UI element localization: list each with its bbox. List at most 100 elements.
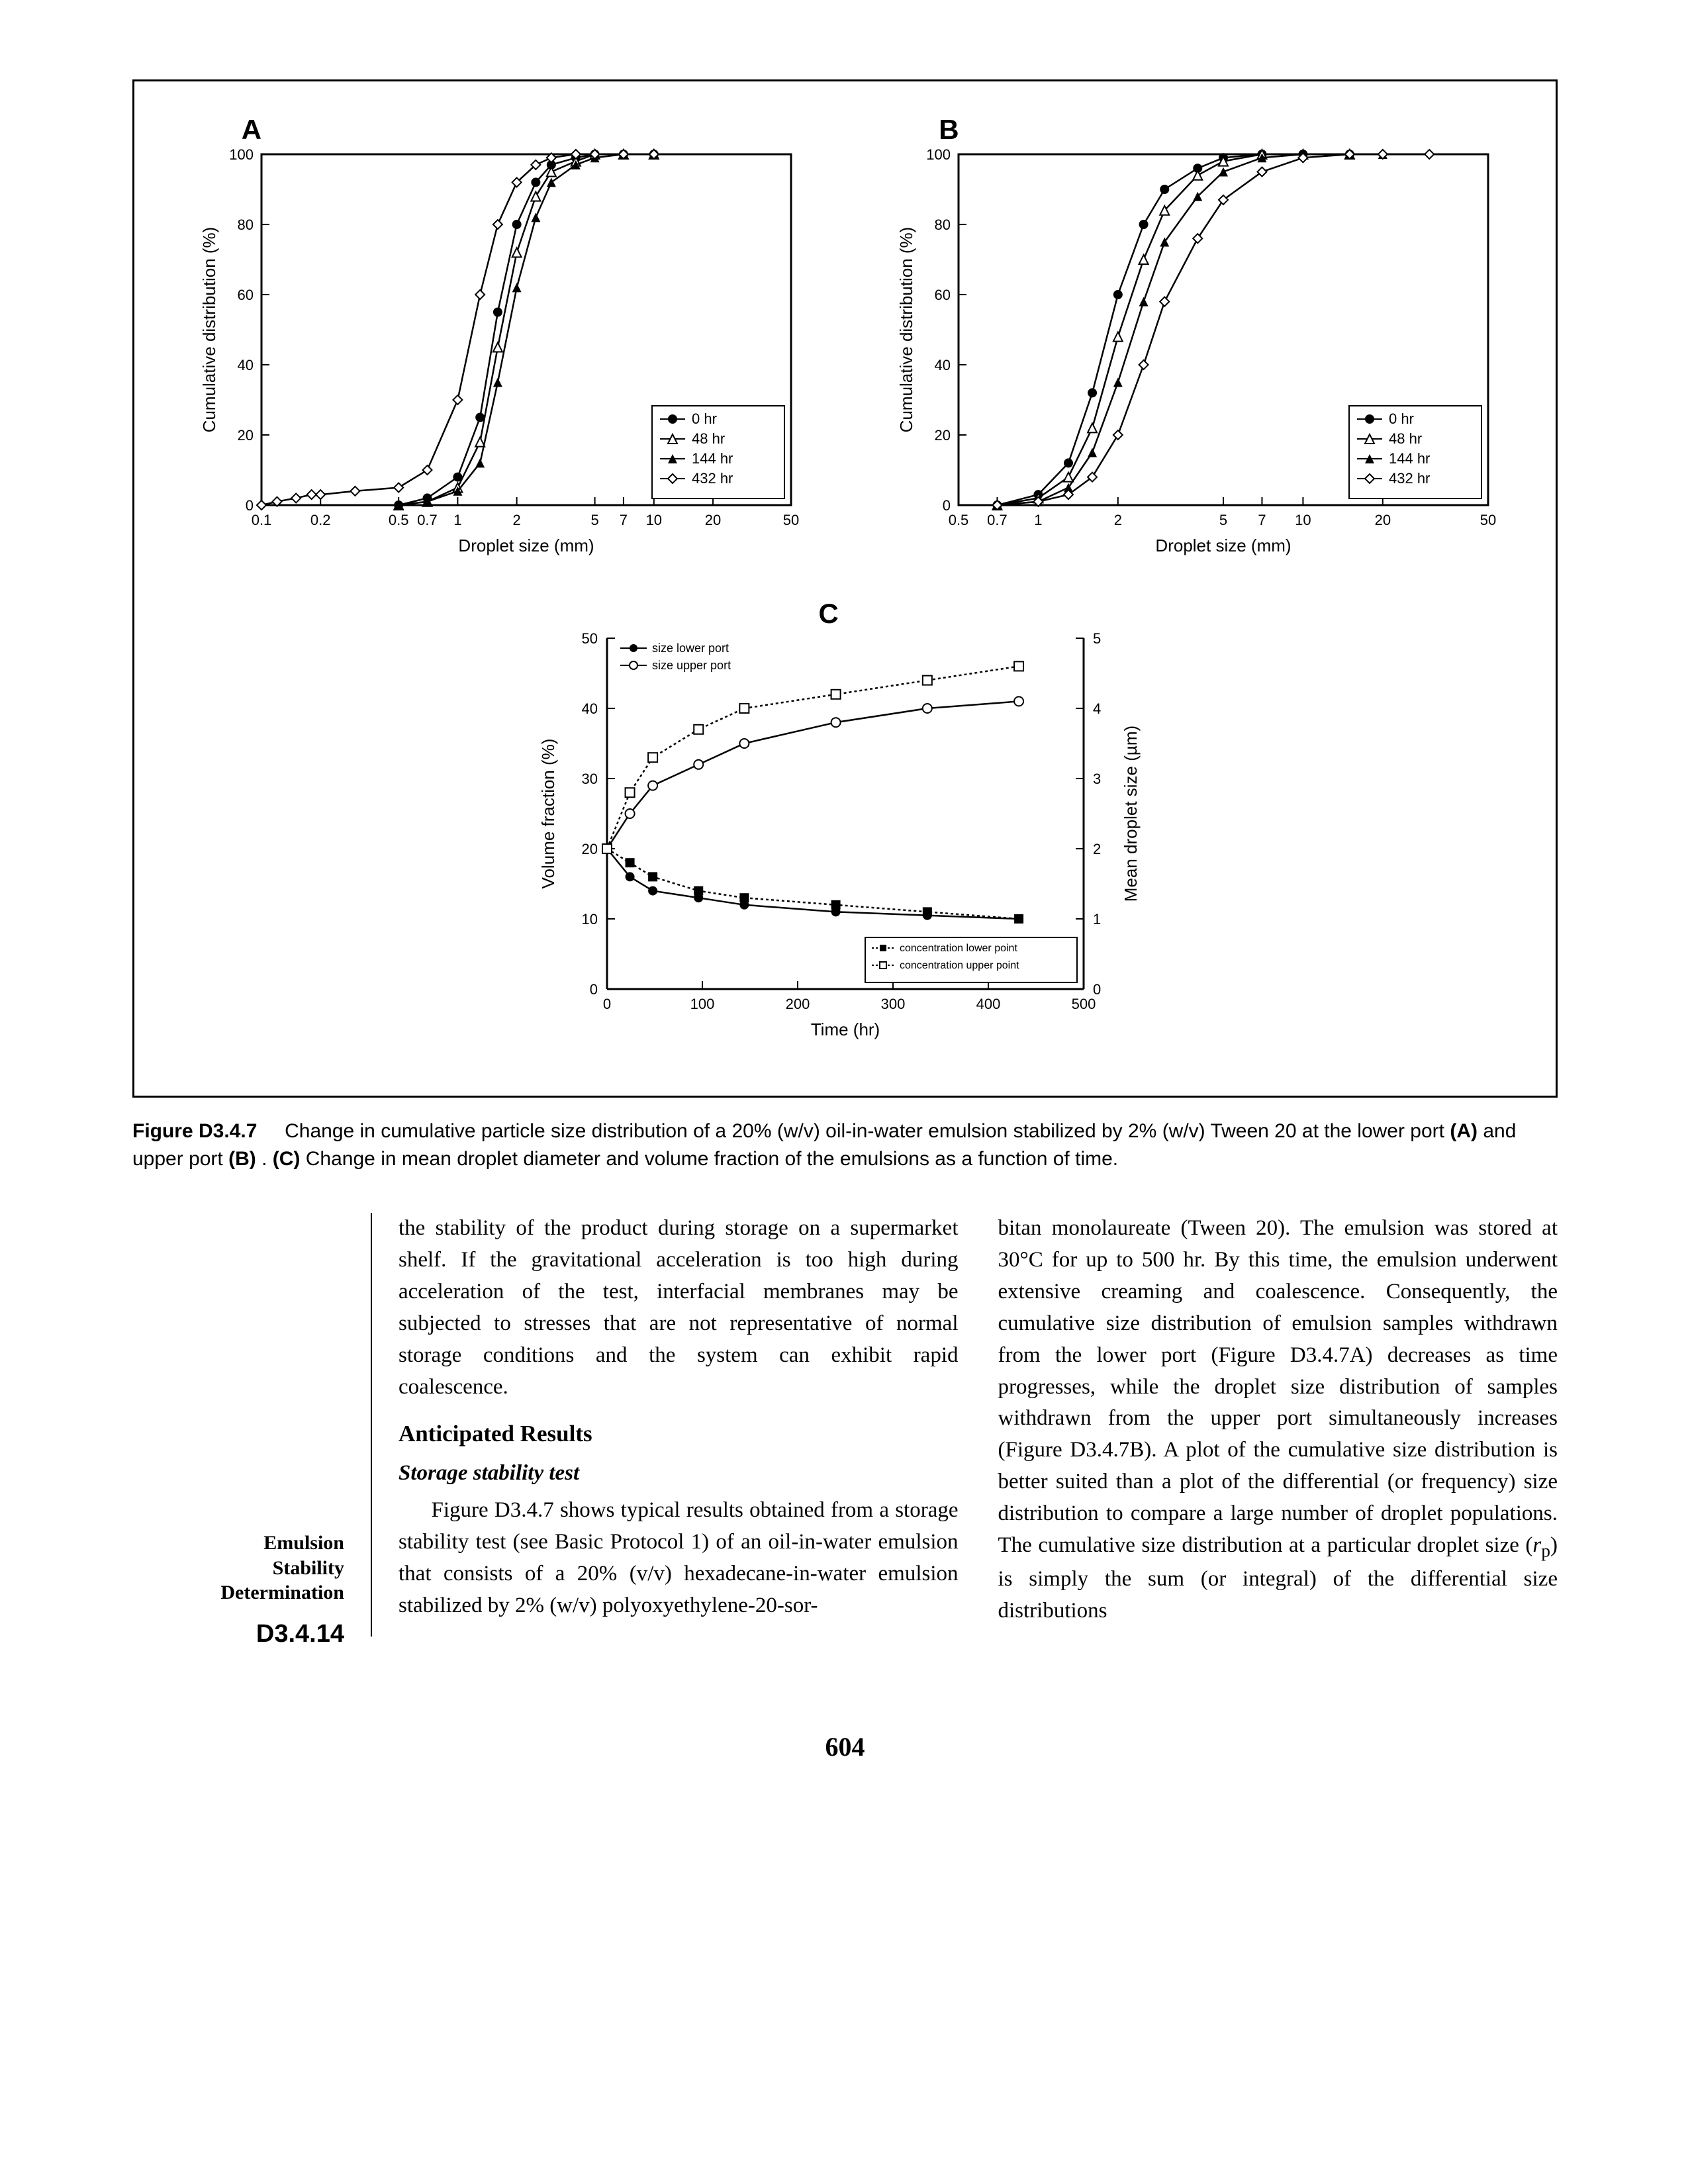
svg-text:0 hr: 0 hr <box>692 410 717 427</box>
caption-B: (B) <box>228 1148 256 1170</box>
svg-text:50: 50 <box>783 512 799 528</box>
svg-text:2: 2 <box>512 512 520 528</box>
caption-text-1: Change in cumulative particle size distr… <box>285 1120 1450 1142</box>
svg-text:0: 0 <box>589 981 597 998</box>
svg-text:0.1: 0.1 <box>251 512 271 528</box>
page-number: 604 <box>132 1729 1558 1765</box>
caption-mid2: . <box>261 1148 273 1170</box>
svg-text:5: 5 <box>1093 630 1101 647</box>
svg-text:144 hr: 144 hr <box>1389 450 1430 467</box>
body-p2: Figure D3.4.7 shows typical results obta… <box>399 1495 959 1621</box>
svg-text:0.2: 0.2 <box>310 512 331 528</box>
svg-text:0.5: 0.5 <box>389 512 409 528</box>
chart-c-svg: 010020030040050001020304050012345Volume … <box>514 598 1176 1062</box>
svg-text:432 hr: 432 hr <box>1389 470 1430 487</box>
body-columns: Emulsion Stability Determination D3.4.14… <box>132 1213 1558 1650</box>
margin-line-3: Determination <box>132 1580 344 1605</box>
svg-text:0: 0 <box>1093 981 1101 998</box>
panel-b: B 0204060801000.50.71257102050Cumulative… <box>879 115 1508 585</box>
svg-text:0.7: 0.7 <box>987 512 1008 528</box>
svg-text:Droplet size (mm): Droplet size (mm) <box>458 536 594 555</box>
figure-caption: Figure D3.4.7 Change in cumulative parti… <box>132 1117 1558 1173</box>
svg-text:0.5: 0.5 <box>949 512 969 528</box>
svg-text:Cumulative distribution (%): Cumulative distribution (%) <box>896 227 916 433</box>
svg-text:100: 100 <box>927 146 951 163</box>
svg-text:size upper port: size upper port <box>652 659 731 672</box>
caption-after-C: Change in mean droplet diameter and volu… <box>306 1148 1118 1170</box>
svg-text:7: 7 <box>620 512 628 528</box>
svg-text:144 hr: 144 hr <box>692 450 733 467</box>
svg-text:40: 40 <box>581 700 597 717</box>
svg-text:concentration lower point: concentration lower point <box>900 943 1017 954</box>
figure-bottom-row: C 010020030040050001020304050012345Volum… <box>161 598 1529 1069</box>
svg-text:40: 40 <box>935 357 951 373</box>
svg-text:Volume fraction (%): Volume fraction (%) <box>538 739 558 889</box>
svg-text:5: 5 <box>1219 512 1227 528</box>
svg-text:Droplet size (mm): Droplet size (mm) <box>1156 536 1291 555</box>
svg-text:500: 500 <box>1071 996 1096 1012</box>
svg-text:1: 1 <box>1093 911 1101 927</box>
heading-storage: Storage stability test <box>399 1458 959 1490</box>
svg-text:20: 20 <box>935 427 951 444</box>
caption-C: (C) <box>273 1148 301 1170</box>
svg-text:3: 3 <box>1093 771 1101 787</box>
svg-text:2: 2 <box>1114 512 1122 528</box>
svg-text:20: 20 <box>1375 512 1391 528</box>
chart-b-svg: 0204060801000.50.71257102050Cumulative d… <box>879 115 1508 578</box>
svg-text:5: 5 <box>590 512 598 528</box>
svg-text:200: 200 <box>785 996 810 1012</box>
svg-text:60: 60 <box>935 287 951 303</box>
svg-text:0: 0 <box>602 996 610 1012</box>
svg-text:10: 10 <box>1295 512 1311 528</box>
body-p1: the stability of the product during stor… <box>399 1213 959 1403</box>
margin-column: Emulsion Stability Determination D3.4.14 <box>132 1213 344 1650</box>
panel-a: A 0204060801000.10.20.50.71257102050Cumu… <box>182 115 811 585</box>
svg-text:20: 20 <box>237 427 253 444</box>
svg-text:400: 400 <box>976 996 1000 1012</box>
svg-text:40: 40 <box>237 357 253 373</box>
svg-text:7: 7 <box>1258 512 1266 528</box>
svg-text:432 hr: 432 hr <box>692 470 733 487</box>
svg-text:1: 1 <box>1035 512 1043 528</box>
svg-text:100: 100 <box>229 146 254 163</box>
caption-figure-label: Figure D3.4.7 <box>132 1120 257 1142</box>
svg-text:Time (hr): Time (hr) <box>810 1020 879 1039</box>
body-rp: r <box>1532 1533 1541 1557</box>
text-columns: the stability of the product during stor… <box>371 1213 1558 1636</box>
panel-b-label: B <box>939 111 959 149</box>
caption-A: (A) <box>1450 1120 1478 1142</box>
margin-page-id: D3.4.14 <box>132 1619 344 1650</box>
panel-c-label: C <box>819 595 839 633</box>
svg-text:20: 20 <box>705 512 721 528</box>
svg-text:50: 50 <box>1480 512 1496 528</box>
figure-frame: A 0204060801000.10.20.50.71257102050Cumu… <box>132 79 1558 1098</box>
svg-text:4: 4 <box>1093 700 1101 717</box>
svg-text:concentration upper point: concentration upper point <box>900 960 1019 971</box>
svg-text:20: 20 <box>581 841 597 857</box>
svg-text:100: 100 <box>690 996 714 1012</box>
heading-anticipated: Anticipated Results <box>399 1417 959 1451</box>
svg-text:2: 2 <box>1093 841 1101 857</box>
margin-line-1: Emulsion <box>132 1531 344 1556</box>
svg-text:50: 50 <box>581 630 597 647</box>
svg-text:0 hr: 0 hr <box>1389 410 1414 427</box>
body-p3: bitan monolaureate (Tween 20). The emuls… <box>998 1213 1558 1627</box>
body-p3a: bitan monolaureate (Tween 20). The emuls… <box>998 1216 1558 1556</box>
svg-text:Cumulative distribution (%): Cumulative distribution (%) <box>199 227 219 433</box>
svg-text:300: 300 <box>880 996 905 1012</box>
svg-text:1: 1 <box>453 512 461 528</box>
svg-text:10: 10 <box>581 911 597 927</box>
chart-a-svg: 0204060801000.10.20.50.71257102050Cumula… <box>182 115 811 578</box>
margin-line-2: Stability <box>132 1556 344 1581</box>
body-rp-sub: p <box>1541 1540 1550 1560</box>
panel-c: C 010020030040050001020304050012345Volum… <box>514 598 1176 1069</box>
svg-text:0.7: 0.7 <box>417 512 438 528</box>
svg-text:60: 60 <box>237 287 253 303</box>
figure-top-row: A 0204060801000.10.20.50.71257102050Cumu… <box>161 115 1529 585</box>
svg-text:Mean droplet size (µm): Mean droplet size (µm) <box>1121 726 1141 902</box>
svg-text:48 hr: 48 hr <box>1389 430 1422 447</box>
svg-text:10: 10 <box>645 512 661 528</box>
svg-text:80: 80 <box>935 216 951 233</box>
svg-text:size lower port: size lower port <box>652 641 729 655</box>
svg-text:80: 80 <box>237 216 253 233</box>
